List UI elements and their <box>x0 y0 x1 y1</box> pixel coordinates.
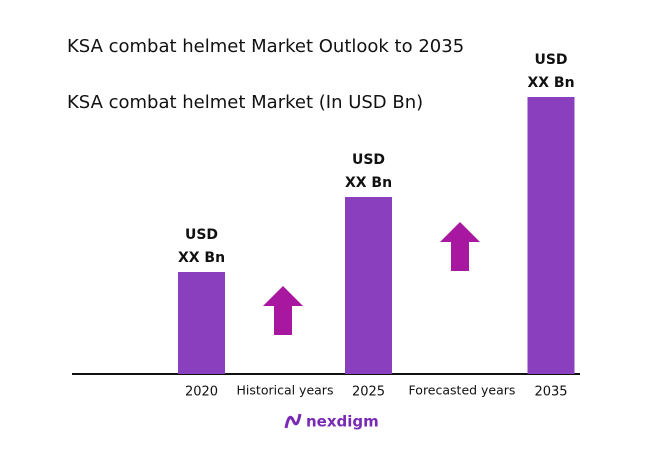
value-label: USD <box>534 52 567 68</box>
x-tick-label: 2020 <box>185 385 218 400</box>
logo-text: nexdigm <box>306 413 379 431</box>
growth-arrow <box>440 222 480 271</box>
value-label: USD <box>352 152 385 168</box>
bar <box>345 197 392 374</box>
logo-icon <box>284 413 302 429</box>
x-tick-label: 2025 <box>352 385 385 400</box>
logo: nexdigm <box>284 413 379 431</box>
chart-title: KSA combat helmet Market Outlook to 2035 <box>67 36 464 57</box>
bar <box>527 97 575 374</box>
value-label: XX Bn <box>178 250 225 266</box>
growth-arrow <box>263 286 303 335</box>
value-label: XX Bn <box>345 175 392 191</box>
annotation: Historical years <box>237 383 334 398</box>
bar <box>178 272 225 374</box>
x-tick-label: 2035 <box>534 385 567 400</box>
annotation: Forecasted years <box>409 383 516 398</box>
value-label: XX Bn <box>527 75 574 91</box>
value-label: USD <box>185 227 218 243</box>
chart-subtitle: KSA combat helmet Market (In USD Bn) <box>67 92 423 113</box>
